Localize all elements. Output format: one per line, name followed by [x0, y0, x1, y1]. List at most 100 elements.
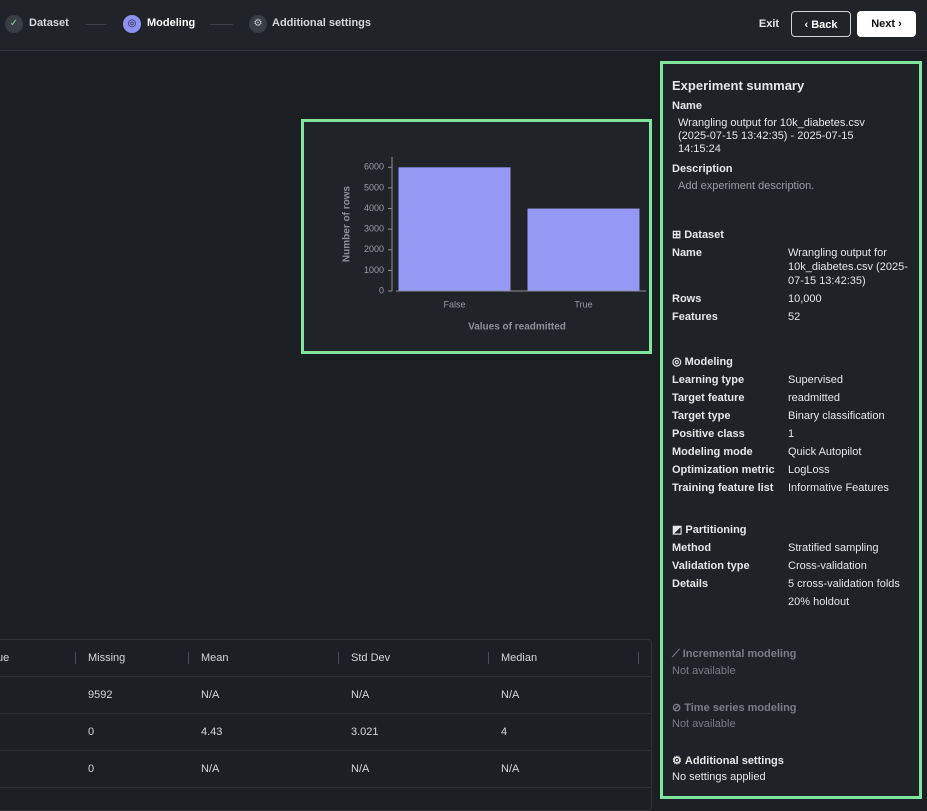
summary-row: Validation type Cross-validation — [672, 559, 908, 573]
row-value: readmitted — [788, 392, 840, 404]
section-text: Not available — [672, 665, 736, 677]
row-value: Quick Autopilot — [788, 446, 862, 458]
x-axis-title: Values of readmitted — [468, 322, 566, 333]
step[interactable]: Dataset — [29, 17, 69, 29]
field-value: Add experiment description. — [678, 180, 815, 192]
y-tick-label: 6000 — [364, 162, 384, 172]
table-cell: N/A — [351, 763, 370, 775]
next-label: Next — [871, 18, 896, 30]
row-value: LogLoss — [788, 464, 830, 476]
step-separator — [210, 24, 233, 25]
section-title: Partitioning — [685, 524, 747, 536]
row-values: Stratified sampling — [788, 541, 908, 555]
table-cell: 0 — [88, 763, 95, 775]
row-value: 20% holdout — [788, 596, 850, 608]
row-label: Validation type — [672, 560, 750, 572]
row-value: 5 cross-validation folds — [788, 578, 900, 590]
table-cell: 4 — [501, 726, 508, 738]
row-label: Optimization metric — [672, 464, 775, 476]
section-title: Modeling — [684, 356, 733, 368]
row-value: 10,000 — [788, 293, 822, 305]
top-bar: ✓ Dataset ◎ Modeling ⚙ Additional settin… — [0, 0, 927, 51]
summary-row: Modeling mode Quick Autopilot — [672, 445, 908, 459]
summary-row: Details 5 cross-validation folds 20% holdo… — [672, 577, 908, 609]
row-values: Informative Features — [788, 481, 908, 495]
step[interactable]: Additional settings — [272, 17, 371, 29]
row-label: Details — [672, 578, 709, 590]
y-tick-label: 5000 — [364, 182, 384, 192]
stats-table: ue Missing Mean Std Dev Median 9592 N/A N/A N/A 0… — [0, 639, 652, 811]
row-divider — [0, 750, 651, 751]
back-button[interactable]: ‹ Back — [791, 11, 851, 37]
row-values: 1 — [788, 427, 908, 441]
row-label: Training feature list — [672, 482, 774, 494]
exit-button[interactable]: Exit — [758, 18, 780, 30]
row-values: Binary classification — [788, 409, 908, 423]
table-cell: 4.43 — [201, 726, 223, 738]
y-tick-label: 2000 — [364, 244, 384, 254]
y-tick-label: 4000 — [364, 203, 384, 213]
section-title: Time series modeling — [684, 702, 797, 714]
row-label: Target type — [672, 410, 731, 422]
step[interactable]: Modeling — [147, 17, 196, 29]
row-divider — [0, 676, 651, 677]
row-values: LogLoss — [788, 463, 908, 477]
section-icon: ⟋ — [672, 648, 680, 660]
section-heading: ⊘ Time series modeling — [672, 701, 797, 714]
y-axis-title: Number of rows — [342, 186, 353, 263]
column-header: Mean — [201, 652, 229, 664]
summary-row: Optimization metric LogLoss — [672, 463, 908, 477]
row-value: 1 — [788, 428, 795, 440]
row-value: 52 — [788, 311, 801, 323]
next-chevron: › — [895, 18, 902, 30]
row-value: Stratified sampling — [788, 542, 879, 554]
section-heading: ⟋ Incremental modeling — [672, 648, 796, 661]
section-heading: ⊞ Dataset — [672, 228, 724, 241]
section-icon: ◩ — [672, 524, 683, 536]
summary-title: Experiment summary — [672, 78, 805, 93]
section-heading: ◎ Modeling — [672, 355, 733, 368]
section-heading: ⚙ Additional settings — [672, 754, 784, 767]
table-cell: N/A — [201, 689, 220, 701]
section-text: No settings applied — [672, 771, 766, 783]
step-done-icon: ✓ — [5, 15, 23, 33]
section-text: Not available — [672, 718, 736, 730]
x-tick-label: True — [574, 299, 592, 309]
summary-row: Training feature list Informative Feature… — [672, 481, 908, 495]
row-values: 5 cross-validation folds 20% holdout — [788, 577, 908, 609]
summary-row: Rows 10,000 — [672, 292, 908, 306]
section-icon: ⚙ — [672, 755, 682, 767]
field-value: Wrangling output for 10k_diabetes.csv (2… — [678, 117, 865, 155]
summary-row: Features 52 — [672, 310, 908, 324]
column-separator — [488, 652, 489, 664]
step-separator — [85, 24, 107, 25]
table-cell: N/A — [351, 689, 370, 701]
row-label: Name — [672, 247, 702, 259]
back-label: Back — [811, 19, 838, 31]
next-button[interactable]: Next › — [857, 11, 916, 37]
row-values: readmitted — [788, 391, 908, 405]
column-header: Std Dev — [351, 652, 391, 664]
step-icon: ⚙ — [249, 15, 267, 33]
summary-row: Name Wrangling output for 10k_diabetes.cs… — [672, 246, 908, 288]
row-values: 52 — [788, 310, 908, 324]
summary-row: Method Stratified sampling — [672, 541, 908, 555]
y-tick-label: 0 — [379, 285, 384, 295]
table-cell: N/A — [501, 689, 520, 701]
summary-row: Learning type Supervised — [672, 373, 908, 387]
experiment-summary: Experiment summary Name Wrangling output f… — [660, 61, 922, 799]
section-title: Incremental modeling — [682, 648, 797, 660]
table-cell: N/A — [201, 763, 220, 775]
section-title: Dataset — [684, 229, 724, 241]
row-label: Target feature — [672, 392, 745, 404]
row-values: 10,000 — [788, 292, 908, 306]
row-value: Supervised — [788, 374, 844, 386]
row-value: Informative Features — [788, 482, 889, 494]
row-label: Method — [672, 542, 712, 554]
y-tick-label: 3000 — [364, 224, 384, 234]
column-header: Median — [501, 652, 538, 664]
column-separator — [638, 652, 639, 664]
section-icon: ⊞ — [672, 229, 682, 241]
column-separator — [75, 652, 76, 664]
